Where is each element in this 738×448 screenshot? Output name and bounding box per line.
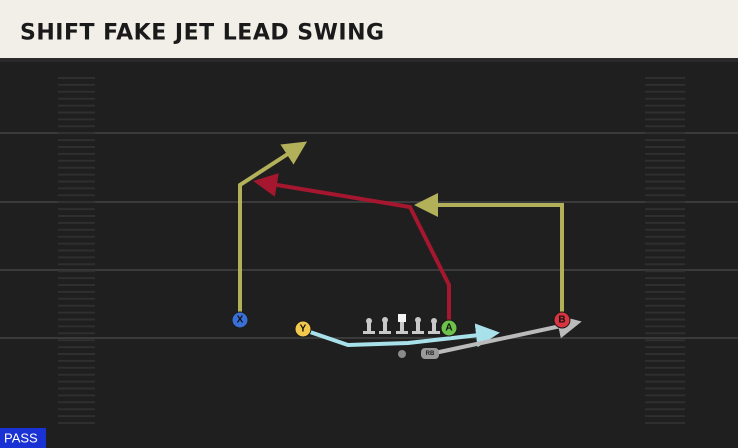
play-type-badge (0, 428, 46, 448)
player-label: A (445, 323, 452, 334)
play-type: PASS (4, 431, 38, 446)
player-icon (231, 311, 249, 329)
center (396, 314, 408, 334)
player-label: B (558, 315, 565, 326)
header-shadow (0, 58, 738, 62)
qb (398, 350, 406, 358)
player-icon (294, 320, 312, 338)
route-y (309, 323, 500, 348)
hash-marks (58, 77, 685, 424)
players: X Y A B RB (231, 311, 571, 359)
route-a (253, 173, 451, 320)
route-rb (429, 314, 582, 356)
player-label: Y (300, 324, 307, 335)
player-label: RB (426, 351, 435, 357)
player-icon (440, 319, 458, 337)
player-label: X (237, 315, 244, 326)
player-icon (553, 311, 571, 329)
routes (238, 141, 582, 356)
route-x (238, 141, 308, 312)
lineman (412, 317, 424, 334)
lineman (379, 317, 391, 334)
route-b (414, 193, 564, 312)
lineman (428, 318, 440, 334)
player-icon (421, 348, 439, 359)
lineman (363, 318, 375, 334)
offensive-line (363, 314, 440, 334)
header-bar (0, 0, 738, 60)
play-title: SHIFT FAKE JET LEAD SWING (20, 21, 385, 46)
yard-lines (0, 132, 738, 339)
